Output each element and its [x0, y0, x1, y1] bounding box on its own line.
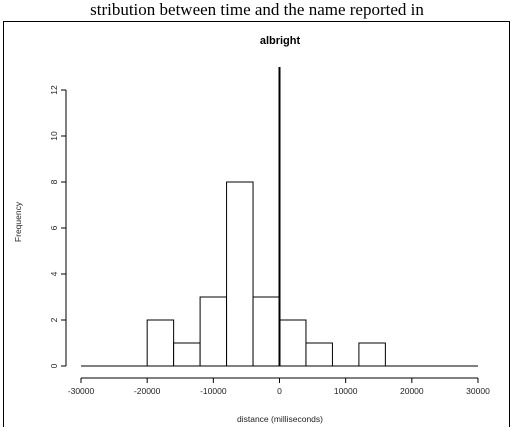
x-tick-label: -20000: [134, 386, 161, 396]
x-tick-label: -30000: [68, 386, 95, 396]
histogram-bar: [279, 319, 307, 367]
histogram-bar: [305, 342, 333, 367]
x-tick-label: 20000: [400, 386, 424, 396]
y-tick-label: 8: [49, 179, 59, 184]
x-tick-label: 30000: [466, 386, 490, 396]
histogram-bar: [252, 296, 281, 367]
x-tick-label: 10000: [334, 386, 358, 396]
histogram-bar: [199, 296, 228, 367]
x-tick-label: 0: [277, 386, 282, 396]
histogram-bar: [146, 319, 175, 367]
y-tick-label: 6: [49, 225, 59, 230]
histogram-bar: [173, 342, 201, 367]
x-tick-label: -10000: [200, 386, 227, 396]
x-axis: -30000 -20000 -10000 0 10000 20000 30000: [68, 377, 490, 396]
y-tick-label: 2: [49, 317, 59, 322]
histogram-bar: [358, 342, 386, 367]
y-tick-label: 0: [49, 363, 59, 368]
y-tick-label: 4: [49, 271, 59, 276]
bars-group: [81, 181, 478, 367]
histogram-bar: [226, 181, 254, 367]
chart-title: albright: [260, 35, 301, 47]
y-tick-label: 10: [49, 131, 59, 141]
y-axis: 0 2 4 6 8 10 12: [49, 85, 67, 368]
y-axis-label: Frequency: [13, 201, 23, 242]
figure-caption: stribution between time and the name rep…: [90, 0, 424, 19]
x-axis-label: distance (milliseconds): [237, 414, 323, 424]
y-tick-label: 12: [49, 85, 59, 95]
